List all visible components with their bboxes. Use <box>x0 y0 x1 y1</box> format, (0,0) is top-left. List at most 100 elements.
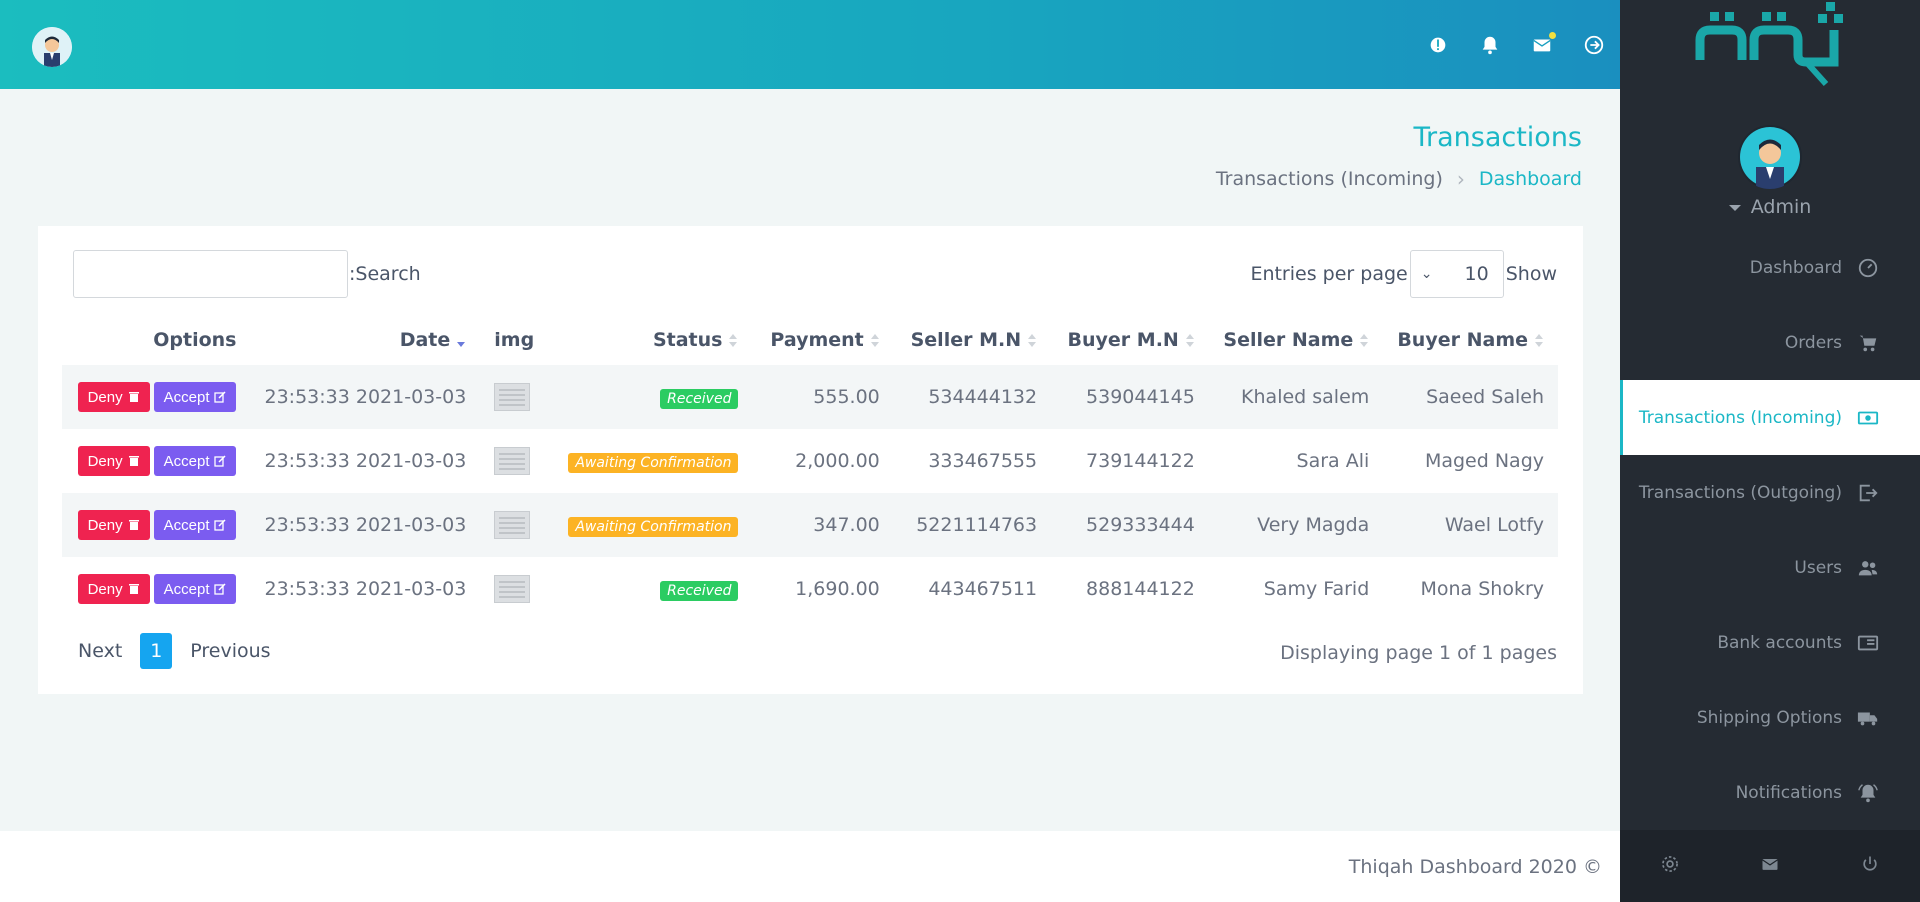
column-status[interactable]: Status <box>548 315 752 365</box>
img-cell <box>480 429 548 493</box>
column-payment[interactable]: Payment <box>752 315 893 365</box>
mail-icon[interactable] <box>1760 854 1780 878</box>
entries-select[interactable]: ⌄ 10 <box>1409 250 1504 298</box>
mail-icon[interactable] <box>1516 30 1568 60</box>
bell-icon[interactable] <box>1464 30 1516 60</box>
deny-button[interactable]: Deny <box>77 574 150 604</box>
breadcrumb-item-current: Transactions (Incoming) <box>1215 168 1443 190</box>
column-date[interactable]: Date <box>250 315 480 365</box>
sort-icon <box>728 333 738 348</box>
receipt-thumbnail[interactable] <box>494 447 531 475</box>
search-input[interactable] <box>73 250 348 298</box>
transactions-table: Options Date img Status Payment Seller M… <box>62 315 1558 621</box>
accept-button[interactable]: Accept <box>153 382 237 412</box>
entries-control: Entries per page ⌄ 10 Show <box>1250 250 1557 298</box>
buyer-mn-cell: 539044145 <box>1051 365 1209 429</box>
seller-mn-cell: 534444132 <box>893 365 1052 429</box>
truck-icon <box>1856 706 1880 730</box>
sidebar-item-bank-accounts[interactable]: Bank accounts <box>1620 605 1920 680</box>
accept-button[interactable]: Accept <box>153 510 237 540</box>
previous-page-button[interactable]: Previous <box>190 640 271 662</box>
date-cell: 23:53:33 2021-03-03 <box>250 365 481 429</box>
sidebar-item-orders[interactable]: Orders <box>1620 305 1920 380</box>
user-avatar[interactable] <box>32 27 72 67</box>
status-cell: Received <box>548 557 752 621</box>
cart-icon <box>1856 331 1880 355</box>
img-cell <box>480 557 548 621</box>
buyer-name-cell: Mona Shokry <box>1420 578 1544 600</box>
sidebar-item-notifications[interactable]: Notifications <box>1620 755 1920 830</box>
status-badge: Received <box>660 580 739 601</box>
seller-name-cell: Very Magda <box>1208 493 1384 557</box>
chevron-down-icon: ⌄ <box>1420 266 1433 282</box>
payment-cell: 347.00 <box>752 493 894 557</box>
table-row: Deny Accept 23:53:33 2021-03-03 Received … <box>62 557 1558 621</box>
power-icon[interactable] <box>1860 854 1880 878</box>
show-label: Show <box>1505 263 1557 285</box>
sidebar-footer <box>1620 830 1920 902</box>
sort-icon <box>1359 333 1369 348</box>
deny-button[interactable]: Deny <box>77 510 150 540</box>
mail-notification-dot <box>1549 32 1556 39</box>
user-menu-toggle[interactable]: Admin <box>1620 196 1920 218</box>
payment-cell: 555.00 <box>752 365 894 429</box>
edit-icon <box>214 391 227 403</box>
date-cell: 23:53:33 2021-03-03 <box>250 493 481 557</box>
column-buyer-name[interactable]: Buyer Name <box>1383 315 1558 365</box>
seller-mn-cell: 333467555 <box>928 450 1038 472</box>
column-seller-name[interactable]: Seller Name <box>1209 315 1383 365</box>
page-title: Transactions <box>1413 122 1582 153</box>
gear-icon[interactable] <box>1660 854 1680 878</box>
status-badge: Received <box>660 388 739 409</box>
sort-icon <box>870 333 880 348</box>
bank-card-icon <box>1856 631 1880 655</box>
breadcrumb-item-dashboard[interactable]: Dashboard <box>1478 168 1582 190</box>
sidebar-nav: Dashboard Orders Transactions (Incoming)… <box>1620 230 1920 830</box>
bug-icon[interactable] <box>1412 30 1464 60</box>
table-row: Deny Accept 23:53:33 2021-03-03 Awaiting … <box>62 429 1558 493</box>
buyer-mn-cell: 888144122 <box>1086 578 1195 600</box>
img-cell <box>480 493 549 557</box>
buyer-mn-cell: 529333444 <box>1051 493 1209 557</box>
receipt-thumbnail[interactable] <box>494 383 531 411</box>
page-number-button[interactable]: 1 <box>140 633 173 669</box>
column-seller-mn[interactable]: Seller M.N <box>894 315 1051 365</box>
user-name: Admin <box>1750 196 1812 218</box>
column-options: Options <box>153 329 237 351</box>
header-actions <box>1412 30 1620 60</box>
transactions-card: :Search Entries per page ⌄ 10 Show Optio… <box>38 226 1583 694</box>
status-badge: Awaiting Confirmation <box>568 516 739 537</box>
entries-value: 10 <box>1464 263 1489 285</box>
accept-button[interactable]: Accept <box>153 446 237 476</box>
accept-button[interactable]: Accept <box>153 574 237 604</box>
status-badge: Awaiting Confirmation <box>568 452 739 473</box>
sidebar-item-dashboard[interactable]: Dashboard <box>1620 230 1920 305</box>
date-cell: 23:53:33 2021-03-03 <box>264 578 467 600</box>
receipt-thumbnail[interactable] <box>494 511 531 539</box>
sidebar-item-shipping-options[interactable]: Shipping Options <box>1620 680 1920 755</box>
sidebar-item-users[interactable]: Users <box>1620 530 1920 605</box>
table-row: Deny Accept 23:53:33 2021-03-03 Received … <box>62 365 1558 429</box>
bell-ring-icon <box>1856 781 1880 805</box>
sidebar-avatar[interactable] <box>1738 125 1802 189</box>
trash-icon <box>128 520 139 530</box>
date-cell: 23:53:33 2021-03-03 <box>264 450 467 472</box>
options-cell: Deny Accept <box>62 365 251 429</box>
deny-button[interactable]: Deny <box>77 446 150 476</box>
sidebar-item-transactions-outgoing[interactable]: Transactions (Outgoing) <box>1620 455 1920 530</box>
next-page-button[interactable]: Next <box>78 640 123 662</box>
buyer-name-cell: Wael Lotfy <box>1383 493 1558 557</box>
deny-button[interactable]: Deny <box>77 382 150 412</box>
logout-circle-icon[interactable] <box>1568 30 1620 60</box>
thiqah-logo <box>1692 0 1852 90</box>
seller-name-cell: Samy Farid <box>1263 578 1370 600</box>
receipt-thumbnail[interactable] <box>494 575 531 603</box>
edit-icon <box>214 455 227 467</box>
column-buyer-mn[interactable]: Buyer M.N <box>1051 315 1209 365</box>
seller-mn-cell: 443467511 <box>928 578 1038 600</box>
trash-icon <box>128 456 139 466</box>
seller-name-cell: Khaled salem <box>1208 365 1384 429</box>
payment-cell: 1,690.00 <box>795 578 880 600</box>
sidebar-item-transactions-incoming[interactable]: Transactions (Incoming) <box>1620 380 1920 455</box>
status-cell: Awaiting Confirmation <box>548 493 753 557</box>
